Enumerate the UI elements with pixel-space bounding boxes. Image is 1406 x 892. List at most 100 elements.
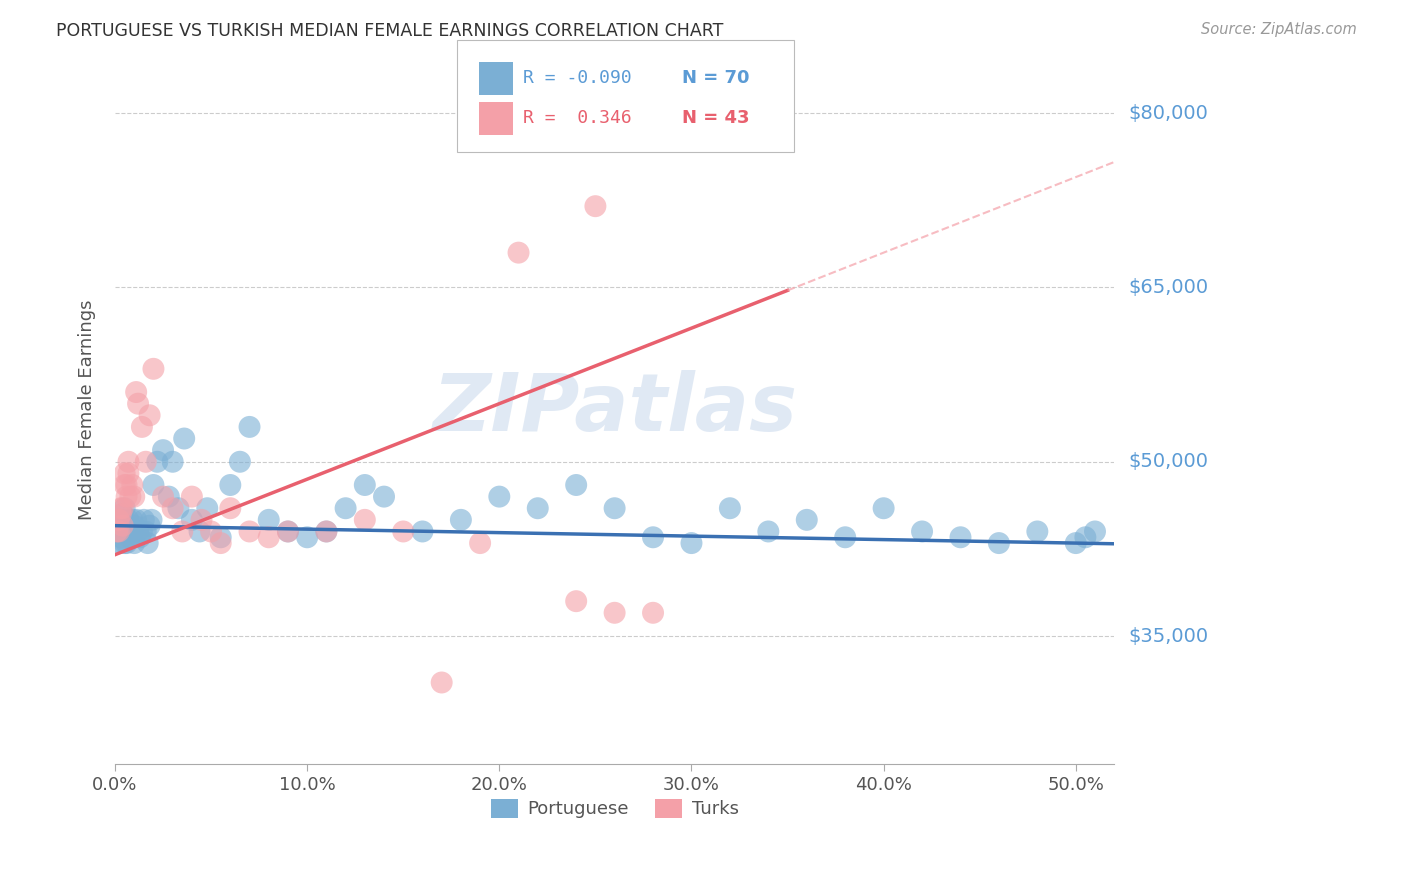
Point — [257, 513, 280, 527]
Point — [641, 606, 664, 620]
Point — [681, 536, 703, 550]
Point — [111, 518, 134, 533]
Point — [195, 501, 218, 516]
Point — [110, 513, 132, 527]
Point — [122, 536, 145, 550]
Point — [172, 524, 194, 539]
Point — [353, 478, 375, 492]
Point — [114, 536, 136, 550]
Point — [411, 524, 433, 539]
Point — [565, 594, 588, 608]
Point — [162, 455, 184, 469]
Point — [131, 420, 153, 434]
Point — [117, 467, 139, 481]
Point — [756, 524, 779, 539]
Point — [468, 536, 491, 550]
Point — [603, 606, 626, 620]
Point — [1026, 524, 1049, 539]
Point — [200, 524, 222, 539]
Point — [108, 513, 131, 527]
Point — [565, 478, 588, 492]
Point — [127, 397, 149, 411]
Point — [373, 490, 395, 504]
Point — [142, 478, 165, 492]
Text: N = 70: N = 70 — [682, 70, 749, 87]
Point — [131, 524, 153, 539]
Point — [315, 524, 337, 539]
Point — [1064, 536, 1087, 550]
Point — [117, 455, 139, 469]
Point — [135, 524, 157, 539]
Point — [157, 490, 180, 504]
Point — [209, 530, 232, 544]
Y-axis label: Median Female Earnings: Median Female Earnings — [79, 299, 96, 520]
Point — [180, 513, 202, 527]
Legend: Portuguese, Turks: Portuguese, Turks — [484, 792, 745, 826]
Point — [136, 536, 159, 550]
Point — [188, 524, 211, 539]
Point — [152, 490, 174, 504]
Point — [135, 455, 157, 469]
Point — [229, 455, 252, 469]
Point — [141, 513, 163, 527]
Point — [115, 518, 138, 533]
Text: $65,000: $65,000 — [1128, 278, 1208, 297]
Point — [796, 513, 818, 527]
Point — [911, 524, 934, 539]
Text: PORTUGUESE VS TURKISH MEDIAN FEMALE EARNINGS CORRELATION CHART: PORTUGUESE VS TURKISH MEDIAN FEMALE EARN… — [56, 22, 724, 40]
Text: Source: ZipAtlas.com: Source: ZipAtlas.com — [1201, 22, 1357, 37]
Point — [508, 245, 530, 260]
Point — [1074, 530, 1097, 544]
Point — [335, 501, 357, 516]
Point — [430, 675, 453, 690]
Point — [108, 524, 131, 539]
Point — [392, 524, 415, 539]
Point — [353, 513, 375, 527]
Point — [209, 536, 232, 550]
Text: R =  0.346: R = 0.346 — [523, 110, 631, 128]
Text: $35,000: $35,000 — [1128, 626, 1208, 646]
Point — [132, 513, 155, 527]
Point — [127, 524, 149, 539]
Point — [122, 490, 145, 504]
Point — [110, 501, 132, 516]
Text: R = -0.090: R = -0.090 — [523, 70, 631, 87]
Point — [117, 524, 139, 539]
Point — [219, 478, 242, 492]
Point — [114, 501, 136, 516]
Point — [105, 524, 128, 539]
Point — [114, 478, 136, 492]
Point — [583, 199, 606, 213]
Point — [190, 513, 212, 527]
Point — [121, 513, 143, 527]
Point — [110, 530, 132, 544]
Point — [114, 524, 136, 539]
Text: ZIPatlas: ZIPatlas — [432, 370, 797, 449]
Point — [125, 513, 148, 527]
Text: $80,000: $80,000 — [1128, 103, 1208, 123]
Point — [488, 490, 510, 504]
Point — [641, 530, 664, 544]
Point — [219, 501, 242, 516]
Point — [120, 490, 142, 504]
Point — [238, 524, 260, 539]
Point — [108, 536, 131, 550]
Point — [526, 501, 548, 516]
Point — [110, 507, 132, 521]
Point — [111, 507, 134, 521]
Point — [277, 524, 299, 539]
Point — [718, 501, 741, 516]
Point — [295, 530, 318, 544]
Point — [104, 524, 127, 539]
Point — [138, 518, 160, 533]
Point — [115, 536, 138, 550]
Point — [142, 361, 165, 376]
Point — [277, 524, 299, 539]
Point — [129, 530, 152, 544]
Point — [949, 530, 972, 544]
Point — [138, 409, 160, 423]
Point — [117, 513, 139, 527]
Point — [450, 513, 472, 527]
Point — [603, 501, 626, 516]
Point — [111, 501, 134, 516]
